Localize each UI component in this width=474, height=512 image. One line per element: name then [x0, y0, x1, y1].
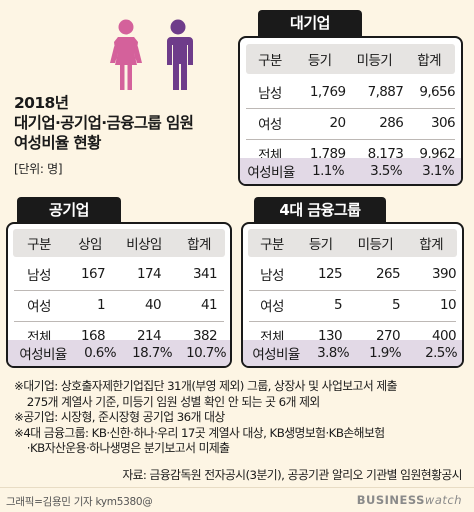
tab-financial-groups: 4대 금융그룹 [254, 197, 386, 223]
man-icon [167, 19, 193, 90]
ratio-label: 여성비율 [19, 347, 67, 363]
ratio-value: 3.1% [422, 163, 455, 179]
header-cell: 합계 [419, 237, 443, 253]
row-divider [249, 290, 456, 291]
title-line-2: 대기업·공기업·금융그룹 임원 [14, 114, 194, 132]
row-value: 341 [193, 266, 218, 282]
row-label: 여성 [27, 299, 51, 315]
title-line-1: 2018년 [14, 94, 69, 112]
header-cell: 비상임 [126, 237, 162, 253]
row-value: 167 [81, 266, 106, 282]
header-cell: 등기 [308, 237, 333, 253]
ratio-label: 여성비율 [252, 347, 300, 363]
footer: 그래픽=김용민 기자 kym5380@ BUSINESSwatch [0, 487, 474, 512]
row-value: 5 [334, 297, 343, 313]
tab-large-companies: 대기업 [258, 10, 362, 36]
ratio-value: 2.5% [425, 345, 458, 361]
row-value: 5 [392, 297, 401, 313]
table-header: 구분 등기 미등기 합계 [248, 229, 457, 257]
ratio-value: 3.5% [370, 163, 403, 179]
row-value: 9,656 [419, 84, 455, 100]
row-divider [14, 290, 224, 291]
ratio-value: 0.6% [84, 345, 117, 361]
footnote-line: ※대기업: 상호출자제한기업집단 31개(부영 제외) 그룹, 상장사 및 사업… [14, 379, 398, 393]
row-value: 174 [137, 266, 162, 282]
table-row: 남성 125 265 390 [248, 260, 457, 288]
source-note: 자료: 금융감독원 전자공시(3분기), 공공기관 알리오 기관별 임원현황공시 [122, 468, 462, 482]
chart-title: 2018년 대기업·공기업·금융그룹 임원 여성비율 현황 [14, 93, 194, 153]
table-row: 남성 1,769 7,887 9,656 [246, 78, 456, 106]
table-large-companies: 구분 등기 미등기 합계 남성 1,769 7,887 9,656 여성 20 … [238, 36, 463, 186]
title-line-3: 여성비율 현황 [14, 134, 101, 152]
unit-note: [단위: 명] [14, 162, 63, 176]
row-value: 306 [431, 115, 456, 131]
header-cell: 미등기 [357, 237, 394, 253]
brand-main: BUSINESS [356, 493, 425, 507]
row-divider [14, 321, 224, 322]
gender-icons [98, 18, 218, 94]
graphic-credit: 그래픽=김용민 기자 kym5380@ [6, 496, 153, 508]
row-value: 7,887 [367, 84, 404, 100]
table-row: 여성 20 286 306 [246, 109, 456, 137]
table-public-enterprises: 구분 상임 비상임 합계 남성 167 174 341 여성 1 40 41 전… [6, 222, 232, 368]
row-label: 남성 [258, 86, 282, 102]
ratio-value: 3.8% [317, 345, 350, 361]
table-row: 여성 1 40 41 [13, 291, 225, 319]
row-divider [246, 108, 455, 109]
table-row: 여성 5 5 10 [248, 291, 457, 319]
brand-logo: BUSINESSwatch [357, 493, 462, 507]
row-value: 40 [145, 297, 162, 313]
footnote-line: ·KB자산운용·하나생명은 분기보고서 미제출 [14, 441, 230, 456]
ratio-row: 여성비율 3.8% 1.9% 2.5% [243, 340, 462, 366]
footnotes: ※대기업: 상호출자제한기업집단 31개(부영 제외) 그룹, 상장사 및 사업… [14, 379, 398, 457]
row-label: 남성 [260, 268, 284, 284]
tab-public-enterprises: 공기업 [17, 197, 121, 223]
footnote-line: ※공기업: 시장형, 준시장형 공기업 36개 대상 [14, 410, 225, 425]
table-financial-groups: 구분 등기 미등기 합계 남성 125 265 390 여성 5 5 10 전체… [241, 222, 464, 368]
footnote-line: ※4대 금융그룹: KB·신한·하나·우리 17곳 계열사 대상, KB생명보험… [14, 425, 385, 440]
woman-icon [110, 19, 142, 90]
row-divider [246, 139, 455, 140]
row-value: 1,769 [309, 84, 346, 100]
row-value: 265 [376, 266, 401, 282]
header-cell: 등기 [307, 53, 332, 69]
ratio-value: 10.7% [186, 345, 226, 361]
row-value: 1 [97, 297, 106, 313]
table-header: 구분 등기 미등기 합계 [246, 44, 455, 74]
brand-sub: watch [424, 493, 462, 507]
row-value: 125 [318, 266, 343, 282]
header-cell: 합계 [417, 53, 441, 69]
header-cell: 구분 [27, 237, 51, 253]
ratio-value: 1.1% [312, 163, 345, 179]
row-value: 286 [379, 115, 404, 131]
row-divider [249, 321, 456, 322]
ratio-row: 여성비율 1.1% 3.5% 3.1% [240, 158, 461, 184]
row-label: 여성 [258, 117, 282, 133]
header-cell: 상임 [78, 237, 102, 253]
row-value: 10 [440, 297, 457, 313]
table-row: 남성 167 174 341 [13, 260, 225, 288]
header-cell: 미등기 [356, 53, 393, 69]
ratio-value: 1.9% [369, 345, 402, 361]
ratio-row: 여성비율 0.6% 18.7% 10.7% [8, 340, 230, 366]
row-label: 여성 [260, 299, 284, 315]
ratio-label: 여성비율 [247, 165, 295, 181]
row-label: 남성 [27, 268, 51, 284]
ratio-value: 18.7% [132, 345, 172, 361]
table-header: 구분 상임 비상임 합계 [13, 229, 225, 257]
row-value: 390 [432, 266, 457, 282]
row-value: 20 [329, 115, 347, 131]
header-cell: 구분 [260, 237, 284, 253]
footnote-line: 275개 계열사 기준, 미등기 임원 성별 확인 안 되는 곳 6개 제외 [14, 394, 320, 409]
row-value: 41 [201, 297, 218, 313]
header-cell: 구분 [258, 53, 282, 69]
header-cell: 합계 [187, 237, 211, 253]
